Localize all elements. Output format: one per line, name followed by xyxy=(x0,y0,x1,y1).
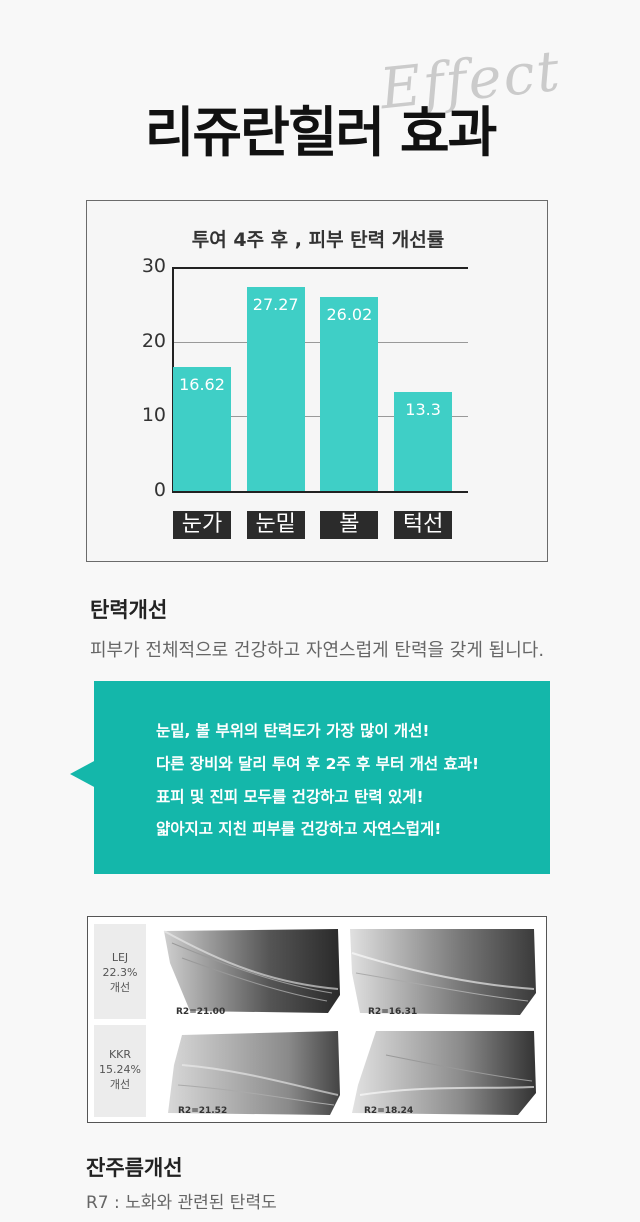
category-label: 눈밑 xyxy=(246,511,305,539)
chart-card: 투여 4주 후 , 피부 탄력 개선률 0 10 20 30 16.62 눈가 27.27 눈… xyxy=(86,200,548,562)
bubble-line: 표피 및 진피 모두를 건강하고 탄력 있게! xyxy=(156,788,424,806)
category-label: 눈가 xyxy=(173,511,231,539)
skin-image-before: R2=21.52 xyxy=(152,1025,342,1119)
section-heading-wrinkle: 잔주름개선 xyxy=(86,1156,183,1180)
bar-value-label: 13.3 xyxy=(405,399,441,419)
r2-value: R2=18.24 xyxy=(364,1106,414,1116)
skin-comparison-panel: LEJ 22.3% 개선 R2=21.00 xyxy=(87,916,547,1123)
y-tick-label: 0 xyxy=(153,479,166,501)
bubble-line: 눈밑, 볼 부위의 탄력도가 가장 많이 개선! xyxy=(156,722,430,740)
bar-value-label: 26.02 xyxy=(326,304,373,324)
gridline xyxy=(172,416,468,418)
bubble-line: 얇아지고 지친 피부를 건강하고 자연스럽게! xyxy=(156,820,442,838)
subject-id: KKR xyxy=(108,1048,132,1061)
axis-top-line xyxy=(172,267,468,269)
subject-improvement-label: 개선 xyxy=(109,1078,131,1091)
x-axis xyxy=(172,491,468,493)
y-tick-label: 30 xyxy=(141,255,166,277)
category-label: 볼 xyxy=(320,511,379,539)
r2-value: R2=21.52 xyxy=(178,1106,228,1116)
chart-plot: 0 10 20 30 16.62 눈가 27.27 눈밑 26.02 볼 13.3 턱선 xyxy=(87,201,549,563)
subject-improvement: 22.3% xyxy=(102,966,138,979)
subject-id: LEJ xyxy=(111,951,129,964)
category-label: 턱선 xyxy=(394,511,453,539)
skin-image-before: R2=21.00 xyxy=(152,923,342,1020)
bar-value-label: 16.62 xyxy=(179,374,225,394)
section-description-elasticity: 피부가 전체적으로 건강하고 자연스럽게 탄력을 갖게 됩니다. xyxy=(90,640,545,661)
bubble-tail xyxy=(70,760,96,788)
page-title: 리쥬란힐러 효과 xyxy=(144,101,498,164)
gridline xyxy=(172,341,468,343)
subject-improvement: 15.24% xyxy=(99,1063,141,1076)
skin-image-after: R2=16.31 xyxy=(346,923,538,1020)
subject-improvement-label: 개선 xyxy=(109,981,131,994)
subject-label: KKR 15.24% 개선 xyxy=(94,1025,146,1117)
y-tick-label: 20 xyxy=(141,329,166,352)
r2-value: R2=16.31 xyxy=(368,1007,418,1017)
chart-bar xyxy=(173,366,231,491)
y-tick-label: 10 xyxy=(141,404,166,427)
chart-bar xyxy=(246,287,305,491)
skin-image-after: R2=18.24 xyxy=(346,1025,538,1119)
r2-value: R2=21.00 xyxy=(176,1007,226,1017)
info-bubble: 눈밑, 볼 부위의 탄력도가 가장 많이 개선! 다른 장비와 달리 투여 후 … xyxy=(94,681,550,874)
section-description-wrinkle: R7 : 노화와 관련된 탄력도 xyxy=(86,1193,277,1213)
subject-label: LEJ 22.3% 개선 xyxy=(94,924,146,1019)
section-heading-elasticity: 탄력개선 xyxy=(90,598,168,622)
bubble-line: 다른 장비와 달리 투여 후 2주 후 부터 개선 효과! xyxy=(156,755,480,773)
chart-title: 투여 4주 후 , 피부 탄력 개선률 xyxy=(191,229,445,251)
bar-value-label: 27.27 xyxy=(252,295,299,315)
chart-bar xyxy=(394,391,453,491)
chart-bar xyxy=(320,296,379,491)
